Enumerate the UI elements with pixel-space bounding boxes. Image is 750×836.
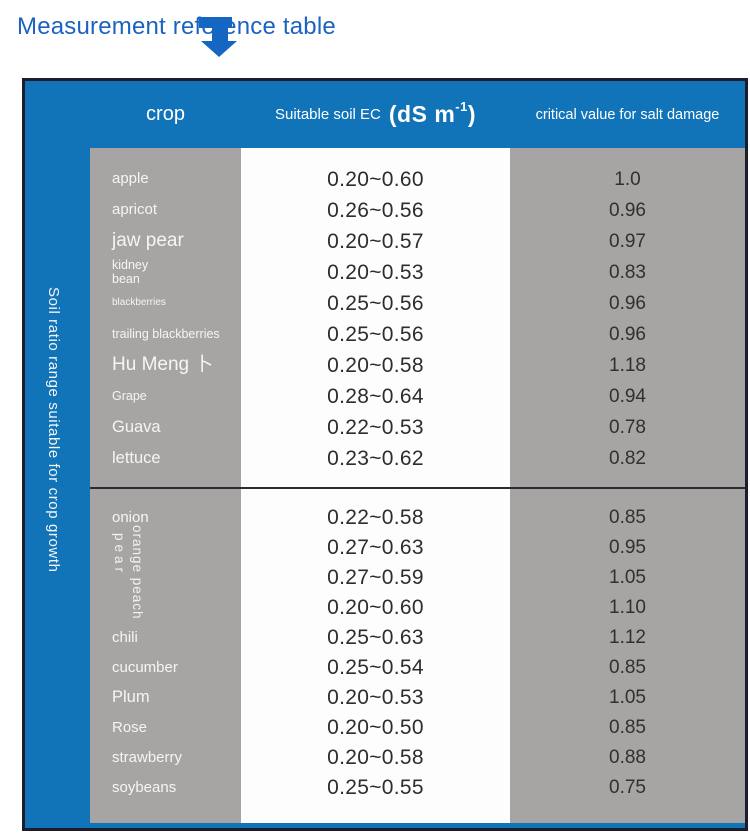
crop-name: trailing blackberries (112, 326, 220, 341)
crop-name-cell: apricot (90, 195, 241, 226)
crop-name-cell: jaw pear (90, 226, 241, 257)
crop-name: soybeans (112, 778, 177, 796)
ec-range-value: 0.20~0.60 (327, 596, 424, 619)
ec-range-value: 0.25~0.56 (327, 322, 424, 346)
crop-name: kidney bean (112, 258, 149, 286)
header-critical-value: critical value for salt damage (535, 106, 720, 123)
header-crop: crop (146, 103, 185, 125)
crop-name-cell: apple (90, 164, 241, 195)
ec-range-value: 0.23~0.62 (327, 446, 424, 470)
crop-name-cell: lettuce (90, 443, 241, 474)
critical-value: 0.96 (609, 199, 646, 221)
crop-name-cell: Plum (90, 683, 241, 713)
page-title: Measurement reference table (17, 13, 336, 40)
critical-value: 0.85 (609, 717, 646, 738)
header-ec-label: Suitable soil EC (274, 106, 381, 123)
ec-range-value: 0.20~0.58 (327, 746, 424, 769)
critical-value: 0.82 (609, 447, 646, 469)
crop-name-cell: blackberries (90, 288, 241, 319)
header-ec: Suitable soil EC (dS m-1) (241, 81, 510, 148)
ec-range-value: 0.25~0.55 (327, 776, 424, 799)
crop-name-cell: kidney bean (90, 257, 241, 288)
table-section-1: apple 0.20~0.60 1.0 apricot 0.26~0.56 0.… (90, 148, 745, 487)
header-ec-unit-close: ) (467, 101, 476, 127)
table-section-2: orange peach pear onion 0.22~0.58 0.85 0… (90, 489, 745, 823)
critical-value: 1.05 (609, 687, 646, 708)
crop-name-cell: strawberry (90, 743, 241, 773)
crop-name-cell: Hu Meng 卜 (90, 350, 241, 381)
section-divider (90, 487, 745, 489)
arrow-down-icon-shaft (212, 17, 228, 42)
rotated-crop-label-orange-peach: orange peach (130, 525, 145, 620)
crop-name: blackberries (112, 297, 166, 309)
crop-name: jaw pear (112, 230, 184, 252)
crop-name-cell: Grape (90, 381, 241, 412)
crop-name-cell: cucumber (90, 653, 241, 683)
critical-value: 0.78 (609, 416, 646, 438)
critical-value: 0.96 (609, 323, 646, 345)
critical-value: 1.10 (609, 597, 646, 618)
ec-range-value: 0.20~0.60 (327, 167, 424, 191)
crop-name: strawberry (112, 748, 183, 766)
ec-range-value: 0.20~0.58 (327, 353, 424, 377)
ec-range-value: 0.20~0.53 (327, 686, 424, 709)
ec-range-value: 0.22~0.53 (327, 415, 424, 439)
critical-value: 1.05 (609, 567, 646, 588)
critical-value: 1.12 (609, 627, 646, 648)
ec-range-value: 0.27~0.63 (327, 536, 424, 559)
critical-value: 0.83 (609, 261, 646, 283)
ec-range-value: 0.27~0.59 (327, 566, 424, 589)
critical-value: 0.95 (609, 537, 646, 558)
table-side-label: Soil ratio range suitable for crop growt… (45, 287, 62, 573)
rotated-crop-label-pear: pear (112, 533, 127, 577)
critical-value: 0.97 (609, 230, 646, 252)
crop-name-cell: soybeans (90, 773, 241, 803)
crop-name-cell: Guava (90, 412, 241, 443)
critical-value: 0.94 (609, 385, 646, 407)
crop-name: Plum (112, 688, 150, 707)
ec-range-value: 0.20~0.53 (327, 260, 424, 284)
critical-value: 0.96 (609, 292, 646, 314)
crop-name: apple (112, 170, 149, 188)
crop-name-cell: Rose (90, 713, 241, 743)
crop-name: Hu Meng 卜 (112, 354, 214, 376)
crop-name-cell: chili (90, 623, 241, 653)
critical-value: 0.85 (609, 657, 646, 678)
ec-range-value: 0.25~0.54 (327, 656, 424, 679)
reference-table: Soil ratio range suitable for crop growt… (22, 78, 748, 831)
crop-name: onion (112, 508, 149, 526)
crop-name: Guava (112, 417, 161, 436)
crop-name: apricot (112, 201, 158, 219)
crop-name: Rose (112, 718, 148, 736)
critical-value: 0.88 (609, 747, 646, 768)
critical-value: 0.85 (609, 507, 646, 528)
crop-name-cell (90, 593, 241, 623)
arrow-down-icon-head (201, 41, 237, 57)
ec-range-value: 0.25~0.63 (327, 626, 424, 649)
crop-name: chili (112, 628, 138, 646)
header-ec-unit-exponent: -1 (455, 99, 468, 115)
ec-range-value: 0.22~0.58 (327, 506, 424, 529)
critical-value: 1.0 (614, 168, 641, 190)
ec-range-value: 0.25~0.56 (327, 291, 424, 315)
header-ec-unit-open: (dS m (388, 101, 456, 127)
ec-range-value: 0.20~0.57 (327, 229, 424, 253)
header-ec-unit: (dS m-1) (388, 99, 476, 128)
table-body: apple 0.20~0.60 1.0 apricot 0.26~0.56 0.… (90, 148, 745, 823)
critical-value: 1.18 (609, 354, 646, 376)
ec-range-value: 0.20~0.50 (327, 716, 424, 739)
crop-name: Grape (112, 388, 147, 403)
crop-name-cell: trailing blackberries (90, 319, 241, 350)
crop-name: cucumber (112, 658, 178, 676)
crop-name-cell: onion (90, 503, 241, 533)
critical-value: 0.75 (609, 777, 646, 798)
crop-name: lettuce (112, 448, 161, 467)
ec-range-value: 0.26~0.56 (327, 198, 424, 222)
ec-range-value: 0.28~0.64 (327, 384, 424, 408)
